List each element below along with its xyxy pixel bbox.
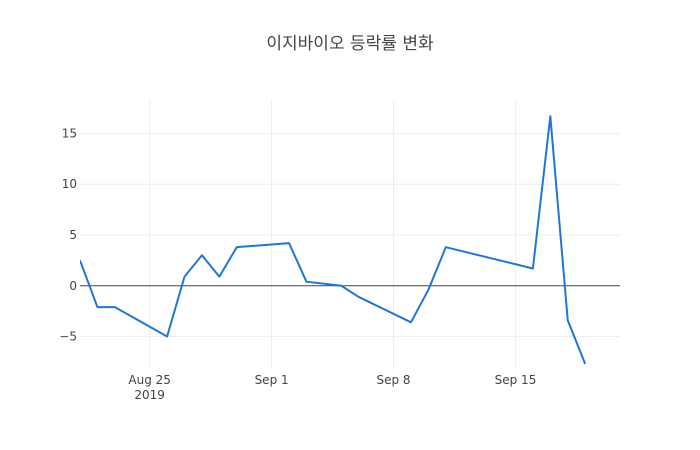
x-tick-sublabel: 2019 — [134, 388, 165, 402]
series-line — [80, 115, 587, 365]
x-tick-label: Aug 25 — [128, 373, 171, 387]
y-tick-label: 5 — [69, 228, 77, 242]
plot-series — [80, 115, 587, 365]
y-tick-label: −5 — [59, 330, 77, 344]
y-tick-label: 15 — [62, 126, 77, 140]
x-tick-label: Sep 1 — [255, 373, 289, 387]
y-axis-ticks: −5 0 5 10 15 — [59, 126, 77, 343]
y-tick-label: 0 — [69, 279, 77, 293]
y-tick-label: 10 — [62, 177, 77, 191]
y-gridlines — [80, 132, 620, 338]
chart-title: 이지바이오 등락률 변화 — [266, 34, 434, 54]
x-tick-label: Sep 8 — [377, 373, 411, 387]
x-tick-label: Sep 15 — [495, 373, 537, 387]
